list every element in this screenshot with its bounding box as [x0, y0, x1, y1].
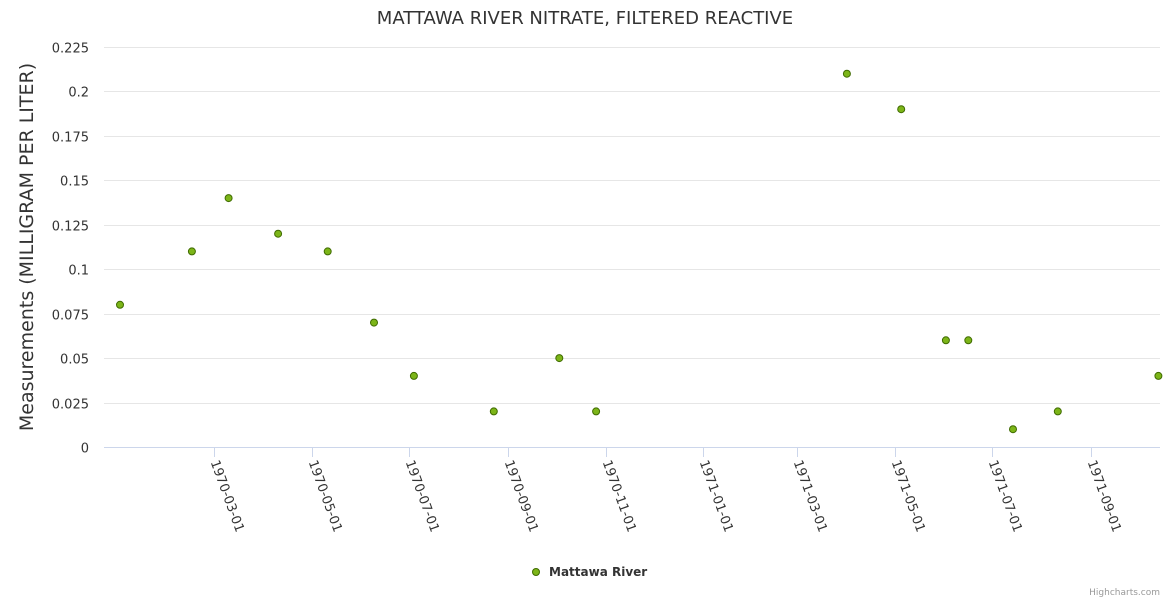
- data-point[interactable]: [964, 336, 973, 345]
- y-tick-label: 0.025: [52, 398, 89, 413]
- legend[interactable]: Mattawa River: [532, 565, 648, 579]
- chart-title: MATTAWA RIVER NITRATE, FILTERED REACTIVE: [377, 8, 793, 29]
- data-point[interactable]: [489, 407, 498, 416]
- grid-lines: [104, 47, 1160, 448]
- data-point[interactable]: [555, 354, 564, 363]
- data-point[interactable]: [370, 318, 378, 327]
- y-tick-label: 0.2: [68, 86, 89, 101]
- y-tick-label: 0.05: [60, 353, 89, 368]
- series-mattawa-river: [116, 69, 1163, 434]
- data-point[interactable]: [274, 229, 283, 238]
- data-point[interactable]: [323, 247, 332, 256]
- credits-link[interactable]: Highcharts.com: [1089, 588, 1160, 598]
- data-point[interactable]: [224, 194, 233, 203]
- data-point[interactable]: [941, 336, 950, 345]
- legend-item-mattawa-river[interactable]: Mattawa River: [549, 565, 647, 579]
- y-tick-label: 0.1: [68, 264, 89, 279]
- y-tick-label: 0.125: [52, 220, 89, 235]
- y-axis-ticks: 0 0.025 0.05 0.075 0.1 0.125 0.15 0.175 0.2 0.225: [52, 42, 89, 457]
- y-tick-label: 0.075: [52, 309, 89, 324]
- data-point[interactable]: [1053, 407, 1062, 416]
- y-tick-label: 0.175: [52, 131, 89, 146]
- y-tick-label: 0: [81, 442, 89, 457]
- data-point[interactable]: [1009, 425, 1017, 434]
- y-tick-label: 0.225: [52, 42, 89, 57]
- data-point[interactable]: [409, 371, 418, 380]
- data-point[interactable]: [187, 247, 196, 256]
- y-tick-label: 0.15: [60, 175, 89, 190]
- data-point[interactable]: [1154, 371, 1163, 380]
- legend-marker[interactable]: [532, 568, 540, 576]
- data-point[interactable]: [592, 407, 601, 416]
- data-point[interactable]: [116, 300, 124, 309]
- y-axis-title: Measurements (MILLIGRAM PER LITER): [16, 63, 38, 431]
- data-point[interactable]: [897, 105, 906, 114]
- data-point[interactable]: [842, 69, 851, 78]
